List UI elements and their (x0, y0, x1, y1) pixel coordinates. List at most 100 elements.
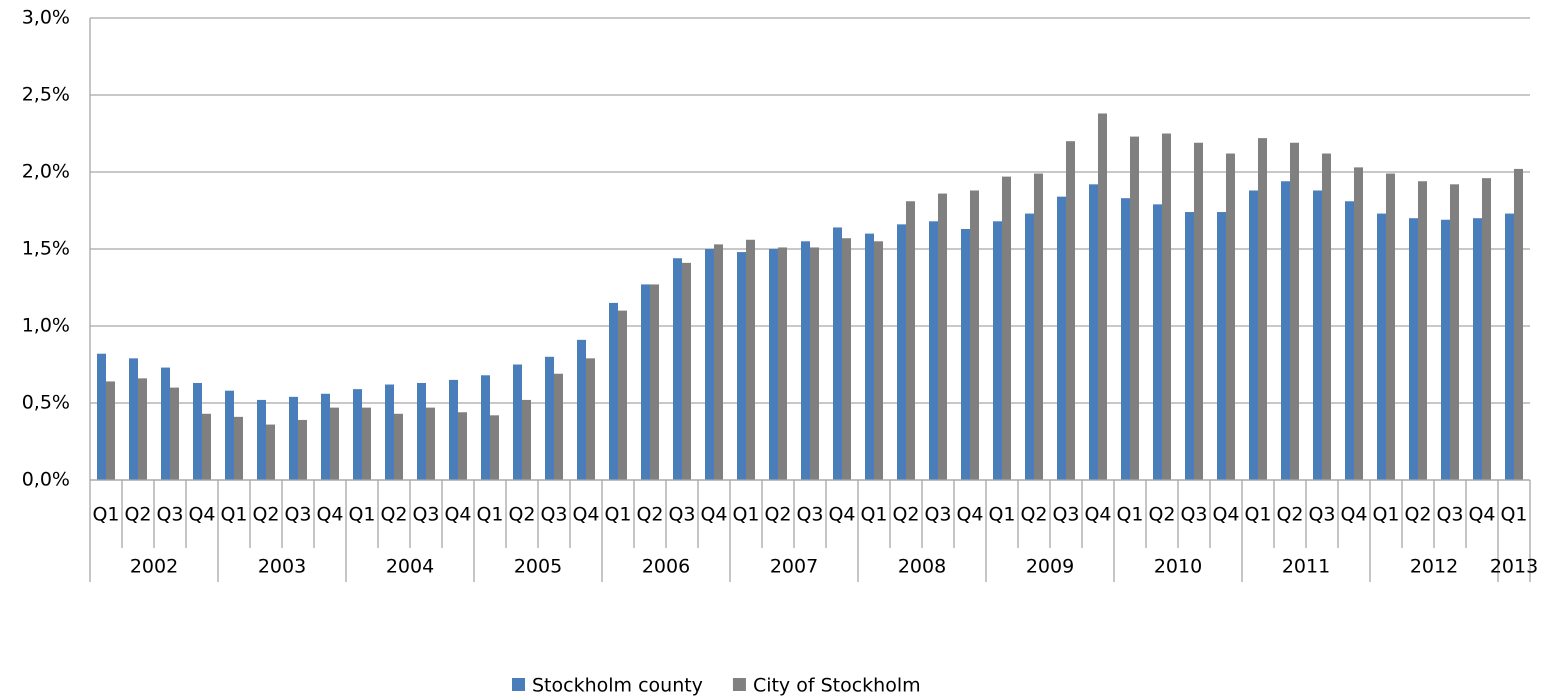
bar (1473, 218, 1482, 480)
bar (394, 413, 403, 480)
x-tick-label: Q4 (316, 504, 343, 526)
x-tick-label: Q4 (572, 504, 599, 526)
bar (1002, 176, 1011, 480)
bar (554, 373, 563, 480)
bar (1034, 173, 1043, 481)
bar (970, 190, 979, 481)
x-tick-label: Q1 (1500, 504, 1527, 526)
bar (586, 358, 595, 480)
bar (1505, 213, 1514, 480)
bar (577, 339, 586, 480)
legend-label: Stockholm county (532, 675, 703, 697)
bar (458, 412, 467, 480)
x-tick-label: Q1 (1244, 504, 1271, 526)
bar (746, 239, 755, 480)
bar (650, 284, 659, 480)
year-label: 2010 (1154, 556, 1202, 578)
x-tick-label: Q4 (700, 504, 727, 526)
bar (865, 233, 874, 480)
bar (1281, 181, 1290, 481)
bar (810, 247, 819, 480)
bar (778, 247, 787, 480)
bar (161, 367, 170, 480)
bar (330, 407, 339, 480)
bar (234, 416, 243, 480)
bar (1441, 219, 1450, 481)
bar (673, 258, 682, 480)
x-tick-label: Q2 (1404, 504, 1431, 526)
bar (1514, 168, 1523, 481)
x-tick-label: Q1 (92, 504, 119, 526)
x-tick-label: Q4 (1084, 504, 1111, 526)
year-label: 2005 (514, 556, 562, 578)
year-label: 2008 (898, 556, 946, 578)
bar (1450, 184, 1459, 480)
year-label: 2012 (1410, 556, 1458, 578)
bar (106, 381, 115, 480)
y-tick-label: 3,0% (22, 7, 70, 29)
bar (1226, 153, 1235, 480)
x-tick-label: Q2 (1148, 504, 1175, 526)
x-tick-label: Q3 (412, 504, 439, 526)
year-label: 2002 (130, 556, 178, 578)
legend-label: City of Stockholm (753, 675, 921, 697)
x-tick-label: Q1 (1372, 504, 1399, 526)
bar (170, 387, 179, 480)
bar (298, 419, 307, 480)
bar (545, 356, 554, 480)
bar (1418, 181, 1427, 481)
year-label: 2009 (1026, 556, 1074, 578)
x-tick-label: Q3 (1436, 504, 1463, 526)
y-tick-label: 0,0% (22, 469, 70, 491)
legend-swatch (512, 678, 525, 691)
x-tick-label: Q1 (476, 504, 503, 526)
bar (1098, 113, 1107, 480)
bar (522, 399, 531, 480)
x-tick-label: Q1 (988, 504, 1015, 526)
bar (1162, 133, 1171, 480)
bar (193, 382, 202, 480)
x-tick-label: Q2 (892, 504, 919, 526)
bar (682, 262, 691, 480)
bar (257, 399, 266, 480)
bar (897, 224, 906, 480)
legend-swatch (732, 678, 746, 691)
bar (1377, 213, 1386, 480)
x-tick-label: Q3 (668, 504, 695, 526)
x-tick-label: Q1 (860, 504, 887, 526)
bar (266, 424, 275, 480)
bar (1121, 198, 1130, 480)
bar (481, 375, 490, 480)
x-tick-label: Q3 (924, 504, 951, 526)
bar (1217, 212, 1226, 481)
x-tick-label: Q1 (348, 504, 375, 526)
x-tick-label: Q4 (1340, 504, 1367, 526)
x-tick-label: Q3 (540, 504, 567, 526)
x-tick-label: Q2 (1276, 504, 1303, 526)
bar (714, 244, 723, 480)
bar (1354, 167, 1363, 480)
x-tick-label: Q2 (124, 504, 151, 526)
x-tick-label: Q3 (284, 504, 311, 526)
bar (417, 382, 426, 480)
x-tick-label: Q2 (636, 504, 663, 526)
bar (1153, 204, 1162, 480)
bar (362, 407, 371, 480)
bar (938, 193, 947, 480)
bar (289, 396, 298, 480)
bar (618, 310, 627, 480)
bar (929, 221, 938, 480)
year-label: 2013 (1490, 556, 1538, 578)
bar (1130, 136, 1139, 480)
x-tick-label: Q3 (1180, 504, 1207, 526)
bar (1322, 153, 1331, 480)
bar (906, 201, 915, 480)
bar (490, 415, 499, 480)
bar (97, 353, 106, 480)
year-label: 2003 (258, 556, 306, 578)
bar (1258, 138, 1267, 480)
bar (801, 241, 810, 480)
bar (129, 358, 138, 480)
bar (1482, 178, 1491, 480)
x-tick-label: Q1 (732, 504, 759, 526)
